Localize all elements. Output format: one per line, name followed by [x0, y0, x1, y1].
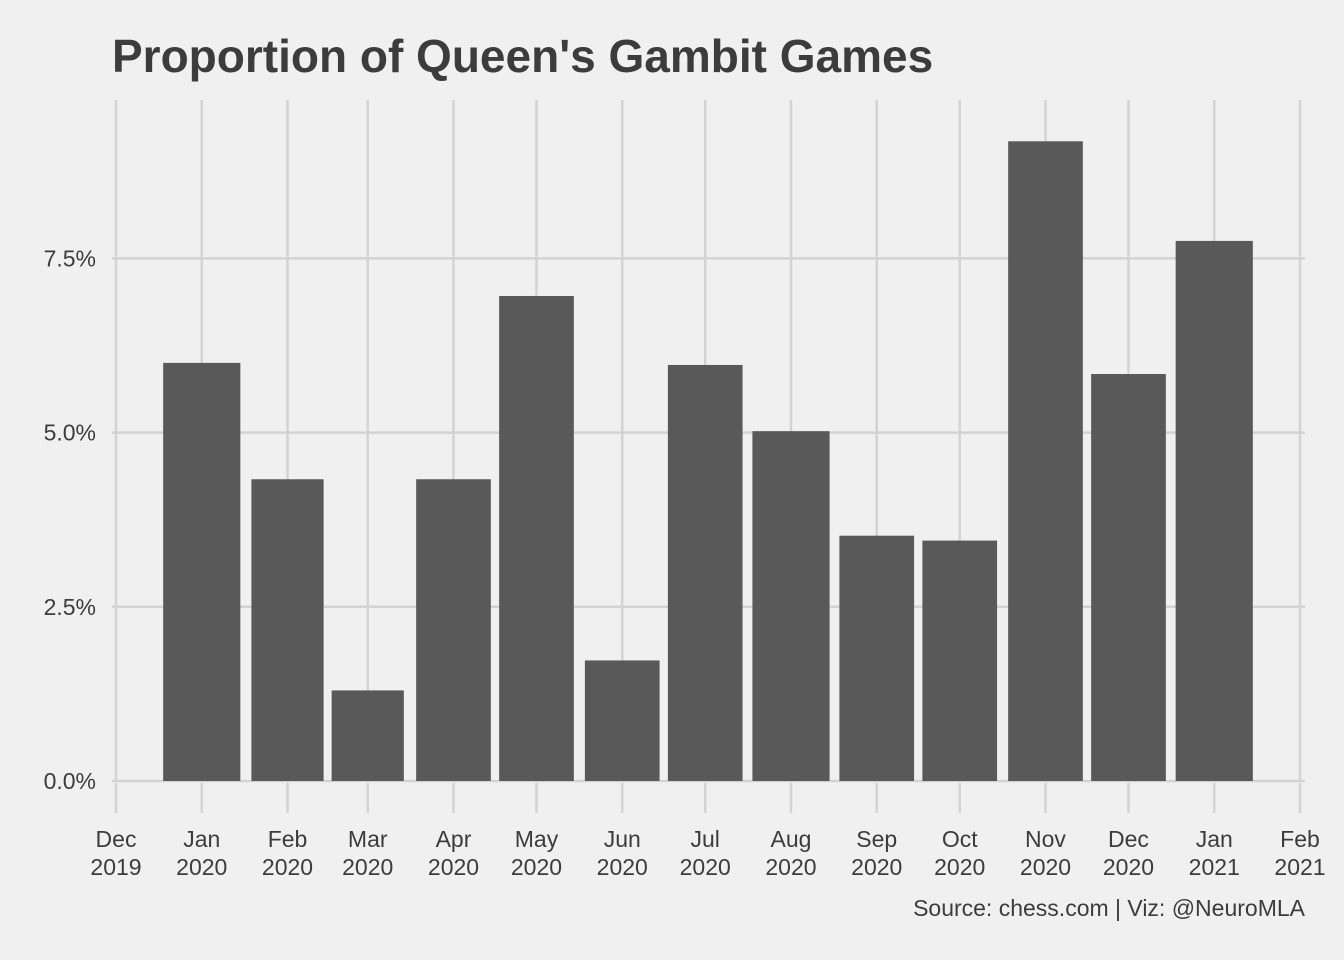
- x-tick-label: Jan 2020: [176, 826, 227, 880]
- y-tick-label: 5.0%: [44, 420, 96, 446]
- x-tick-label: Apr 2020: [428, 826, 479, 880]
- bar-2020-09: [839, 535, 915, 781]
- x-tick-year: 2020: [428, 854, 479, 880]
- x-tick-year: 2020: [1020, 854, 1071, 880]
- bar-2020-02: [251, 479, 324, 781]
- bar-2020-05: [499, 295, 574, 781]
- x-tick-month: Sep: [856, 826, 897, 852]
- bar-layer: [163, 141, 1253, 782]
- chart-caption: Source: chess.com | Viz: @NeuroMLA: [913, 895, 1306, 921]
- x-tick-label: Mar 2020: [342, 826, 393, 880]
- x-tick-month: Dec: [1108, 826, 1149, 852]
- x-tick-month: Jul: [691, 826, 720, 852]
- x-tick-month: Aug: [771, 826, 812, 852]
- y-tick-label: 2.5%: [44, 594, 96, 620]
- y-tick-label: 0.0%: [44, 768, 96, 794]
- x-tick-label: May 2020: [511, 826, 562, 880]
- x-tick-year: 2020: [262, 854, 313, 880]
- x-tick-year: 2020: [597, 854, 648, 880]
- bar-2020-10: [922, 540, 998, 781]
- bar-2020-03: [331, 690, 404, 781]
- bar-2020-11: [1008, 141, 1083, 782]
- x-tick-year: 2020: [851, 854, 902, 880]
- x-tick-month: Dec: [96, 826, 137, 852]
- x-tick-month: Oct: [942, 826, 978, 852]
- x-tick-label: Jul 2020: [680, 826, 731, 880]
- x-tick-month: Mar: [348, 826, 388, 852]
- x-tick-month: Apr: [436, 826, 472, 852]
- x-tick-year: 2021: [1274, 854, 1325, 880]
- x-tick-month: Jun: [604, 826, 641, 852]
- x-tick-year: 2020: [934, 854, 985, 880]
- x-tick-month: May: [515, 826, 559, 852]
- bar-2020-08: [752, 431, 830, 781]
- bar-2020-06: [584, 660, 660, 781]
- x-tick-month: Feb: [268, 826, 308, 852]
- x-tick-month: Jan: [1196, 826, 1233, 852]
- bar-2020-01: [163, 362, 241, 781]
- x-tick-year: 2020: [342, 854, 393, 880]
- bar-2021-01: [1175, 240, 1253, 781]
- x-tick-year: 2020: [1103, 854, 1154, 880]
- x-tick-label: Jun 2020: [597, 826, 648, 880]
- x-tick-year: 2021: [1189, 854, 1240, 880]
- x-tick-year: 2020: [680, 854, 731, 880]
- chart-title: Proportion of Queen's Gambit Games: [112, 30, 933, 82]
- bar-2020-12: [1091, 374, 1166, 781]
- x-tick-label: Oct 2020: [934, 826, 985, 880]
- x-tick-year: 2020: [765, 854, 816, 880]
- x-tick-label: Feb 2020: [262, 826, 313, 880]
- x-tick-month: Nov: [1025, 826, 1066, 852]
- x-tick-month: Jan: [183, 826, 220, 852]
- x-tick-year: 2020: [176, 854, 227, 880]
- x-tick-label: Nov 2020: [1020, 826, 1071, 880]
- x-tick-label: Aug 2020: [765, 826, 816, 880]
- x-tick-label: Feb 2021: [1274, 826, 1325, 880]
- x-tick-month: Feb: [1280, 826, 1320, 852]
- y-tick-label: 7.5%: [44, 245, 96, 271]
- bar-2020-04: [416, 479, 491, 781]
- x-tick-label: Sep 2020: [851, 826, 902, 880]
- x-tick-label: Jan 2021: [1189, 826, 1240, 880]
- x-tick-year: 2020: [511, 854, 562, 880]
- y-axis-labels: 0.0% 2.5% 5.0% 7.5%: [44, 245, 96, 794]
- x-tick-label: Dec 2020: [1103, 826, 1154, 880]
- x-tick-label: Dec 2019: [90, 826, 141, 880]
- x-tick-year: 2019: [90, 854, 141, 880]
- bar-2020-07: [667, 364, 743, 781]
